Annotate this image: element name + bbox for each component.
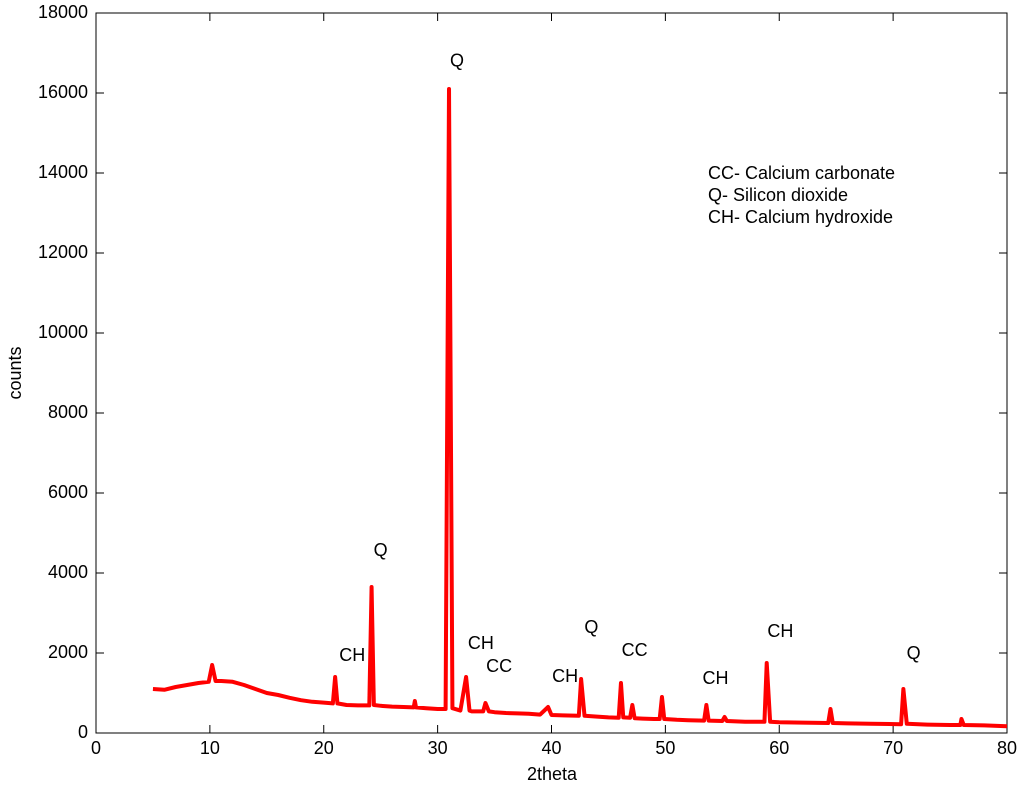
x-tick-label: 30 xyxy=(428,738,448,758)
peak-label: CC xyxy=(486,656,512,676)
data-line xyxy=(152,87,1008,729)
y-tick-label: 8000 xyxy=(48,402,88,422)
peak-label: CH xyxy=(767,621,793,641)
x-tick-label: 0 xyxy=(91,738,101,758)
legend-note: CH- Calcium hydroxide xyxy=(708,207,893,227)
x-tick-label: 80 xyxy=(997,738,1017,758)
legend-note: CC- Calcium carbonate xyxy=(708,163,895,183)
x-tick-label: 60 xyxy=(769,738,789,758)
y-axis-label: counts xyxy=(5,346,25,399)
y-tick-label: 4000 xyxy=(48,562,88,582)
peak-label: Q xyxy=(450,51,464,71)
y-tick-label: 10000 xyxy=(38,322,88,342)
y-tick-label: 0 xyxy=(78,722,88,742)
plot-frame xyxy=(95,12,1008,734)
peak-label: CH xyxy=(702,668,728,688)
y-tick-label: 2000 xyxy=(48,642,88,662)
peak-label: CH xyxy=(552,666,578,686)
x-tick-label: 40 xyxy=(541,738,561,758)
peak-label: Q xyxy=(907,643,921,663)
y-tick-label: 12000 xyxy=(38,242,88,262)
peak-label: CH xyxy=(468,633,494,653)
x-tick-label: 70 xyxy=(883,738,903,758)
y-tick-label: 6000 xyxy=(48,482,88,502)
x-axis-label: 2theta xyxy=(527,764,578,784)
x-tick-label: 10 xyxy=(200,738,220,758)
peak-label: Q xyxy=(584,617,598,637)
y-tick-label: 14000 xyxy=(38,162,88,182)
peak-label: Q xyxy=(374,540,388,560)
y-tick-label: 16000 xyxy=(38,82,88,102)
peak-label: CC xyxy=(622,640,648,660)
peak-label: CH xyxy=(339,645,365,665)
x-tick-label: 20 xyxy=(314,738,334,758)
y-tick-label: 18000 xyxy=(38,2,88,22)
legend-note: Q- Silicon dioxide xyxy=(708,185,848,205)
x-tick-label: 50 xyxy=(655,738,675,758)
